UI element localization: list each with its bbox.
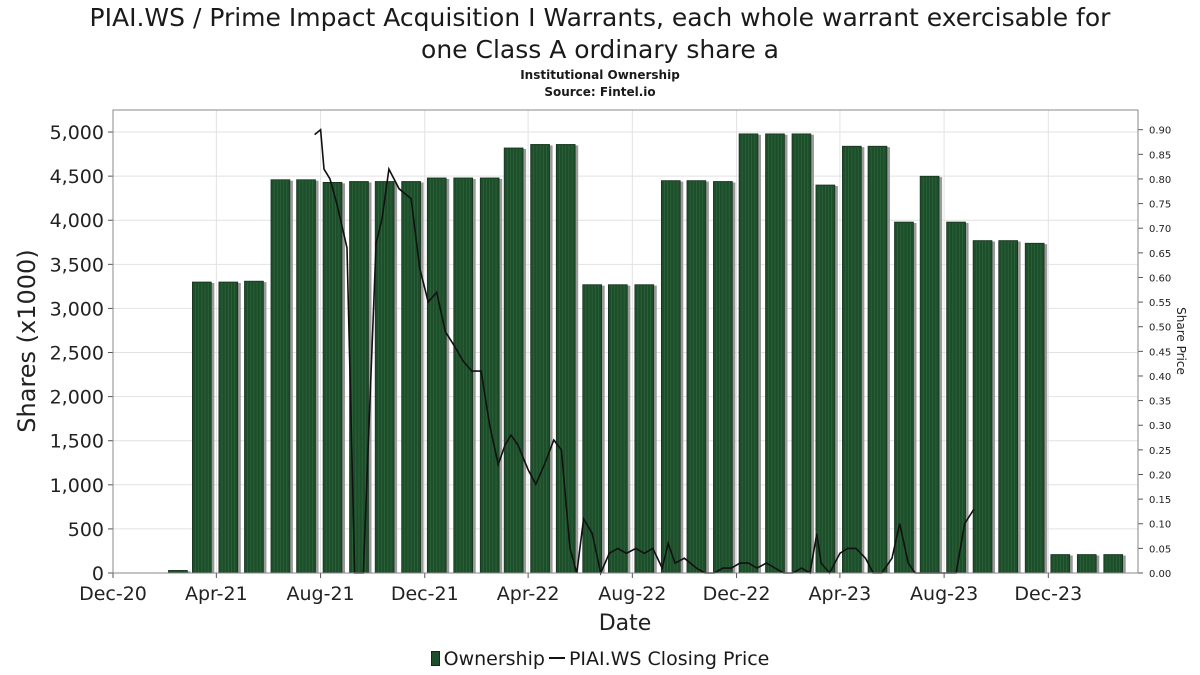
- y2-axis-label: Share Price: [1174, 307, 1188, 375]
- chart-source: Source: Fintel.io: [544, 85, 656, 99]
- y-tick-label: 2,000: [50, 387, 104, 409]
- y2-tick-label: 0.25: [1149, 446, 1171, 457]
- price-line: [314, 128, 975, 576]
- y-tick-label: 0: [92, 563, 104, 585]
- y-axis-label: Shares (x1000): [13, 249, 41, 432]
- x-tick-label: Apr-21: [185, 583, 248, 605]
- price-legend-label: PIAI.WS Closing Price: [568, 648, 770, 670]
- y2-tick-label: 0.15: [1149, 495, 1171, 506]
- y2-tick-label: 0.00: [1149, 569, 1171, 580]
- chart-legend: Ownership PIAI.WS Closing Price: [0, 647, 1200, 671]
- x-tick-label: Dec-23: [1014, 583, 1082, 605]
- x-tick-label: Apr-23: [809, 583, 872, 605]
- y-tick-label: 3,500: [50, 254, 104, 276]
- y2-tick-label: 0.05: [1149, 544, 1171, 555]
- y2-tick-label: 0.20: [1149, 470, 1171, 481]
- y2-tick-label: 0.55: [1149, 298, 1171, 309]
- y2-tick-label: 0.90: [1149, 126, 1171, 137]
- x-tick-label: Aug-22: [598, 583, 666, 605]
- y-tick-label: 500: [68, 519, 104, 541]
- y2-tick-label: 0.60: [1149, 273, 1171, 284]
- y2-tick-label: 0.70: [1149, 224, 1171, 235]
- x-tick-label: Apr-22: [497, 583, 560, 605]
- x-tick-label: Dec-20: [79, 583, 147, 605]
- chart-title: PIAI.WS / Prime Impact Acquisition I War…: [0, 2, 1200, 66]
- x-tick-label: Dec-21: [391, 583, 459, 605]
- x-tick-label: Aug-23: [910, 583, 978, 605]
- y2-tick-label: 0.80: [1149, 175, 1171, 186]
- chart-title-line-2: one Class A ordinary share a: [421, 35, 779, 64]
- y2-tick-label: 0.50: [1149, 323, 1171, 334]
- y2-tick-label: 0.30: [1149, 421, 1171, 432]
- chart-title-line-1: PIAI.WS / Prime Impact Acquisition I War…: [89, 3, 1111, 32]
- chart-subtitle: Institutional Ownership: [520, 68, 680, 82]
- ownership-legend-swatch: [430, 651, 440, 666]
- y-tick-label: 2,500: [50, 343, 104, 365]
- y2-tick-label: 0.45: [1149, 347, 1171, 358]
- y-tick-label: 1,000: [50, 475, 104, 497]
- price-legend-swatch: [548, 657, 565, 659]
- plot-frame: [112, 109, 1139, 574]
- x-tick-label: Aug-21: [286, 583, 354, 605]
- y2-tick-label: 0.35: [1149, 397, 1171, 408]
- y2-tick-label: 0.85: [1149, 150, 1171, 161]
- y2-tick-label: 0.65: [1149, 249, 1171, 260]
- x-tick-label: Dec-22: [703, 583, 771, 605]
- y2-tick-label: 0.40: [1149, 372, 1171, 383]
- y-tick-label: 5,000: [50, 122, 104, 144]
- y2-tick-label: 0.10: [1149, 520, 1171, 531]
- ownership-legend-label: Ownership: [443, 648, 545, 670]
- y2-tick-label: 0.75: [1149, 200, 1171, 211]
- y-tick-label: 1,500: [50, 431, 104, 453]
- x-axis-label: Date: [599, 611, 652, 636]
- y-tick-label: 3,000: [50, 298, 104, 320]
- y-tick-label: 4,500: [50, 166, 104, 188]
- y-tick-label: 4,000: [50, 210, 104, 232]
